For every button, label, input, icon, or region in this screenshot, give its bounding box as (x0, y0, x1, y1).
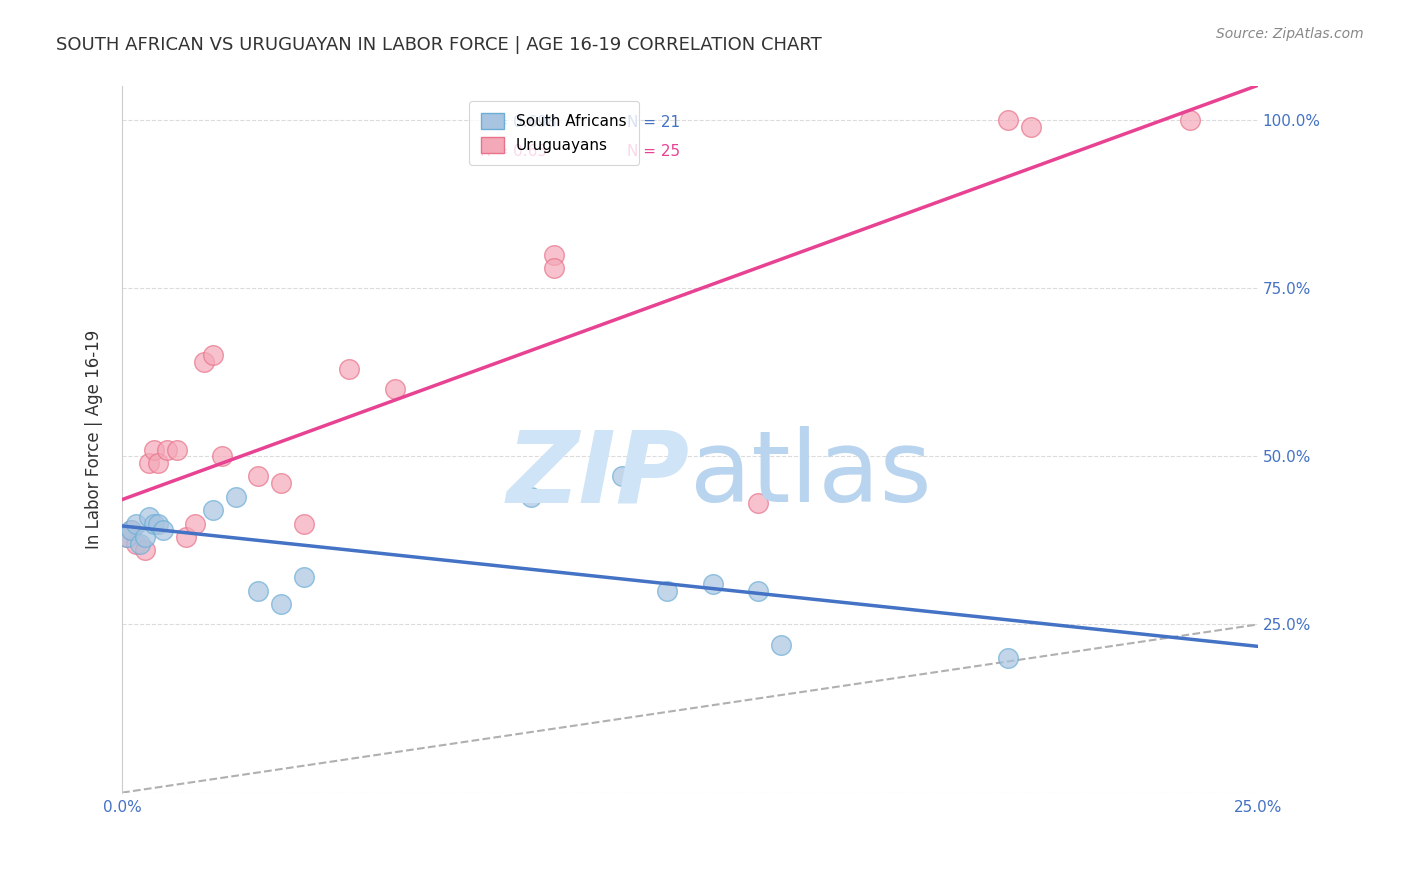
Point (292, 570, 315, 584)
Point (129, 537, 152, 551)
Point (201, 348, 224, 362)
Point (292, 516, 315, 531)
Text: atlas: atlas (690, 426, 932, 524)
Point (1178, 113, 1201, 128)
Point (115, 530, 138, 544)
Point (543, 260, 565, 275)
Point (247, 469, 270, 483)
Point (184, 516, 207, 531)
Point (138, 456, 160, 470)
Point (543, 247, 565, 261)
Point (156, 442, 179, 457)
Point (148, 516, 170, 531)
Point (247, 583, 270, 598)
Point (702, 577, 724, 591)
Point (610, 469, 633, 483)
Point (270, 597, 292, 611)
Point (166, 442, 188, 457)
Point (120, 523, 142, 537)
Legend: South Africans, Uruguayans: South Africans, Uruguayans (468, 101, 638, 165)
Text: Source: ZipAtlas.com: Source: ZipAtlas.com (1216, 27, 1364, 41)
Point (148, 456, 170, 470)
Point (769, 638, 792, 652)
Point (520, 490, 543, 504)
Y-axis label: In Labor Force | Age 16-19: In Labor Force | Age 16-19 (86, 330, 103, 549)
Point (657, 583, 679, 598)
Point (174, 530, 197, 544)
Point (747, 583, 769, 598)
Point (125, 516, 148, 531)
Point (384, 382, 406, 396)
Point (747, 496, 769, 510)
Text: N = 21: N = 21 (627, 114, 681, 129)
Point (115, 530, 138, 544)
Point (142, 516, 165, 531)
Point (152, 523, 174, 537)
Point (125, 537, 148, 551)
Point (225, 490, 247, 504)
Text: R = 0.698: R = 0.698 (479, 114, 557, 129)
Text: SOUTH AFRICAN VS URUGUAYAN IN LABOR FORCE | AGE 16-19 CORRELATION CHART: SOUTH AFRICAN VS URUGUAYAN IN LABOR FORC… (56, 36, 823, 54)
Point (997, 651, 1019, 665)
Point (134, 530, 156, 544)
Point (997, 113, 1019, 128)
Point (138, 509, 160, 524)
Point (201, 503, 224, 517)
Point (211, 450, 233, 464)
Text: R = 0.65: R = 0.65 (479, 145, 547, 160)
Point (270, 476, 292, 491)
Point (1019, 120, 1042, 134)
Point (337, 362, 360, 376)
Point (142, 442, 165, 457)
Text: N = 25: N = 25 (627, 145, 681, 160)
Point (193, 355, 215, 369)
Text: ZIP: ZIP (508, 426, 690, 524)
Point (134, 543, 156, 558)
Point (120, 523, 142, 537)
